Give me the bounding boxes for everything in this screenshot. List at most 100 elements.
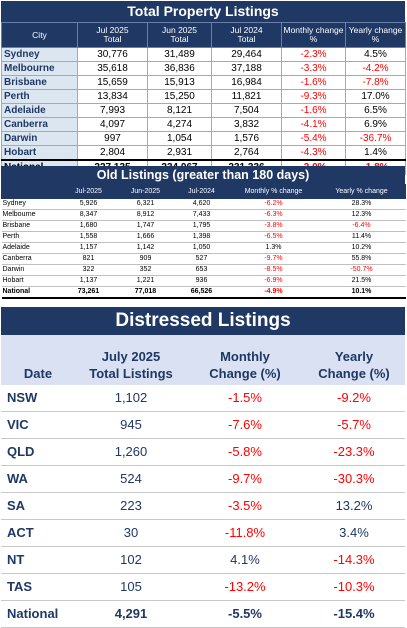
jul-2025-cell: 821 — [59, 253, 118, 265]
total-listings-section: Total Property Listings City Jul 2025 Tot… — [1, 1, 406, 175]
state-cell: National — [1, 600, 75, 628]
state-cell: QLD — [1, 438, 75, 466]
city-cell: Brisbane — [1, 75, 78, 90]
old-listings-body: Sydney 5,926 6,321 4,620 -6.2% 28.3% Melbourne… — [1, 198, 406, 299]
jun-2025-cell: 15,913 — [147, 75, 212, 90]
city-cell: Melbourne — [1, 209, 60, 221]
jul-2024-cell: 1,576 — [211, 131, 282, 146]
yearly-change-cell: -23.3% — [303, 438, 405, 466]
jun-2025-cell: 2,931 — [147, 145, 212, 161]
column-header-date: Date — [1, 335, 75, 385]
jul-2024-cell: 66,526 — [173, 286, 230, 299]
column-header-monthly-change: Monthly Change (%) — [187, 335, 303, 385]
monthly-change-cell: -3.5% — [187, 492, 303, 520]
yearly-change-cell: 10.2% — [317, 242, 406, 254]
state-cell: VIC — [1, 411, 75, 439]
column-header-jul-2025: Jul 2025 Total — [77, 22, 148, 48]
city-cell: Brisbane — [1, 220, 60, 232]
jul-2025-cell: 322 — [59, 264, 118, 276]
total-listings-cell: 1,260 — [75, 438, 187, 466]
state-cell: WA — [1, 465, 75, 493]
jul-2024-cell: 2,764 — [211, 145, 282, 161]
yearly-change-cell: -50.7% — [317, 264, 406, 276]
monthly-change-cell: 4.1% — [187, 546, 303, 574]
jul-2024-cell: 7,504 — [211, 103, 282, 118]
city-cell: Canberra — [1, 253, 60, 265]
jul-2024-cell: 29,464 — [211, 47, 282, 62]
city-cell: Perth — [1, 89, 78, 104]
jul-2024-cell: 16,984 — [211, 75, 282, 90]
city-cell: Hobart — [1, 275, 60, 287]
monthly-change-cell: -4.3% — [281, 145, 346, 161]
yearly-change-cell: -10.3% — [303, 573, 405, 601]
jul-2025-cell: 1,558 — [59, 231, 118, 243]
yearly-change-cell: 3.4% — [303, 519, 405, 547]
jul-2024-cell: 11,821 — [211, 89, 282, 104]
monthly-change-cell: -5.5% — [187, 600, 303, 628]
table-row: National 4,291 -5.5% -15.4% — [1, 600, 405, 628]
jul-2024-cell: 1,398 — [173, 231, 230, 243]
table-row: Sydney 30,776 31,489 29,464 -2.3% 4.5% — [1, 47, 406, 62]
monthly-change-cell: -5.4% — [281, 131, 346, 146]
total-listings-cell: 1,102 — [75, 385, 187, 412]
column-header-city — [1, 184, 60, 199]
monthly-change-cell: -11.8% — [187, 519, 303, 547]
monthly-change-cell: -1.6% — [281, 75, 346, 90]
total-listings-title: Total Property Listings — [1, 1, 405, 22]
monthly-change-cell: -3.8% — [229, 220, 318, 232]
table-row: NT 102 4.1% -14.3% — [1, 546, 405, 574]
total-listings-cell: 4,291 — [75, 600, 187, 628]
jun-2025-cell: 1,221 — [117, 275, 174, 287]
city-cell: Darwin — [1, 264, 60, 276]
table-row: Melbourne 35,618 36,836 37,188 -3.3% -4.2% — [1, 61, 406, 76]
distressed-listings-table: Date July 2025 Total Listings Monthly Chan… — [1, 335, 405, 628]
table-row: WA 524 -9.7% -30.3% — [1, 465, 405, 493]
jul-2024-cell: 653 — [173, 264, 230, 276]
table-row: Darwin 997 1,054 1,576 -5.4% -36.7% — [1, 131, 406, 146]
city-cell: Adelaide — [1, 103, 78, 118]
old-listings-section: Old Listings (greater than 180 days) Jul… — [1, 166, 406, 299]
city-cell: National — [1, 286, 60, 299]
jun-2025-cell: 8,912 — [117, 209, 174, 221]
table-row: Perth 1,558 1,666 1,398 -6.5% 11.4% — [1, 231, 406, 243]
yearly-change-cell: -7.8% — [345, 75, 406, 90]
yearly-change-cell: 55.8% — [317, 253, 406, 265]
table-row: NSW 1,102 -1.5% -9.2% — [1, 385, 405, 412]
monthly-change-cell: -1.5% — [187, 385, 303, 412]
jun-2025-cell: 4,274 — [147, 117, 212, 132]
jun-2025-cell: 36,836 — [147, 61, 212, 76]
yearly-change-cell: 10.1% — [317, 286, 406, 299]
city-cell: Melbourne — [1, 61, 78, 76]
jun-2025-cell: 15,250 — [147, 89, 212, 104]
table-header-row: City Jul 2025 Total Jun 2025 Total Jul 202… — [1, 22, 406, 48]
jul-2025-cell: 2,804 — [77, 145, 148, 161]
total-listings-body: Sydney 30,776 31,489 29,464 -2.3% 4.5% Melbour… — [1, 47, 406, 175]
column-header-jul-2024: Jul 2024 Total — [211, 22, 282, 48]
old-listings-title: Old Listings (greater than 180 days) — [1, 166, 405, 184]
jun-2025-cell: 6,321 — [117, 198, 174, 210]
table-row: Canberra 4,097 4,274 3,832 -4.1% 6.9% — [1, 117, 406, 132]
yearly-change-cell: 11.4% — [317, 231, 406, 243]
jul-2024-cell: 1,795 — [173, 220, 230, 232]
state-cell: SA — [1, 492, 75, 520]
column-header-yearly-change: Yearly change% — [345, 22, 406, 48]
jun-2025-cell: 909 — [117, 253, 174, 265]
yearly-change-cell: 1.4% — [345, 145, 406, 161]
jun-2025-cell: 1,747 — [117, 220, 174, 232]
table-row: ACT 30 -11.8% 3.4% — [1, 519, 405, 547]
column-header-jun-2025: Jun 2025 Total — [147, 22, 212, 48]
jul-2025-cell: 13,834 — [77, 89, 148, 104]
yearly-change-cell: -9.2% — [303, 385, 405, 412]
old-listings-table: Jul-2025 Jun-2025 Jul-2024 Monthly % cha… — [1, 184, 406, 299]
table-row: Hobart 1,137 1,221 936 -6.9% 21.5% — [1, 275, 406, 287]
distressed-listings-body: NSW 1,102 -1.5% -9.2% VIC 945 -7.6% -5.7% QLD 1,2… — [1, 385, 405, 628]
total-listings-cell: 223 — [75, 492, 187, 520]
city-cell: Darwin — [1, 131, 78, 146]
table-row: National 73,261 77,018 66,526 -4.9% 10.1% — [1, 286, 406, 299]
table-header-row: Jul-2025 Jun-2025 Jul-2024 Monthly % cha… — [1, 184, 406, 199]
monthly-change-cell: -4.1% — [281, 117, 346, 132]
table-row: Adelaide 1,157 1,142 1,050 1.3% 10.2% — [1, 242, 406, 254]
table-row: Brisbane 15,659 15,913 16,984 -1.6% -7.8% — [1, 75, 406, 90]
table-header-row: Date July 2025 Total Listings Monthly Chan… — [1, 335, 405, 385]
table-row: Canberra 821 909 527 -9.7% 55.8% — [1, 253, 406, 265]
